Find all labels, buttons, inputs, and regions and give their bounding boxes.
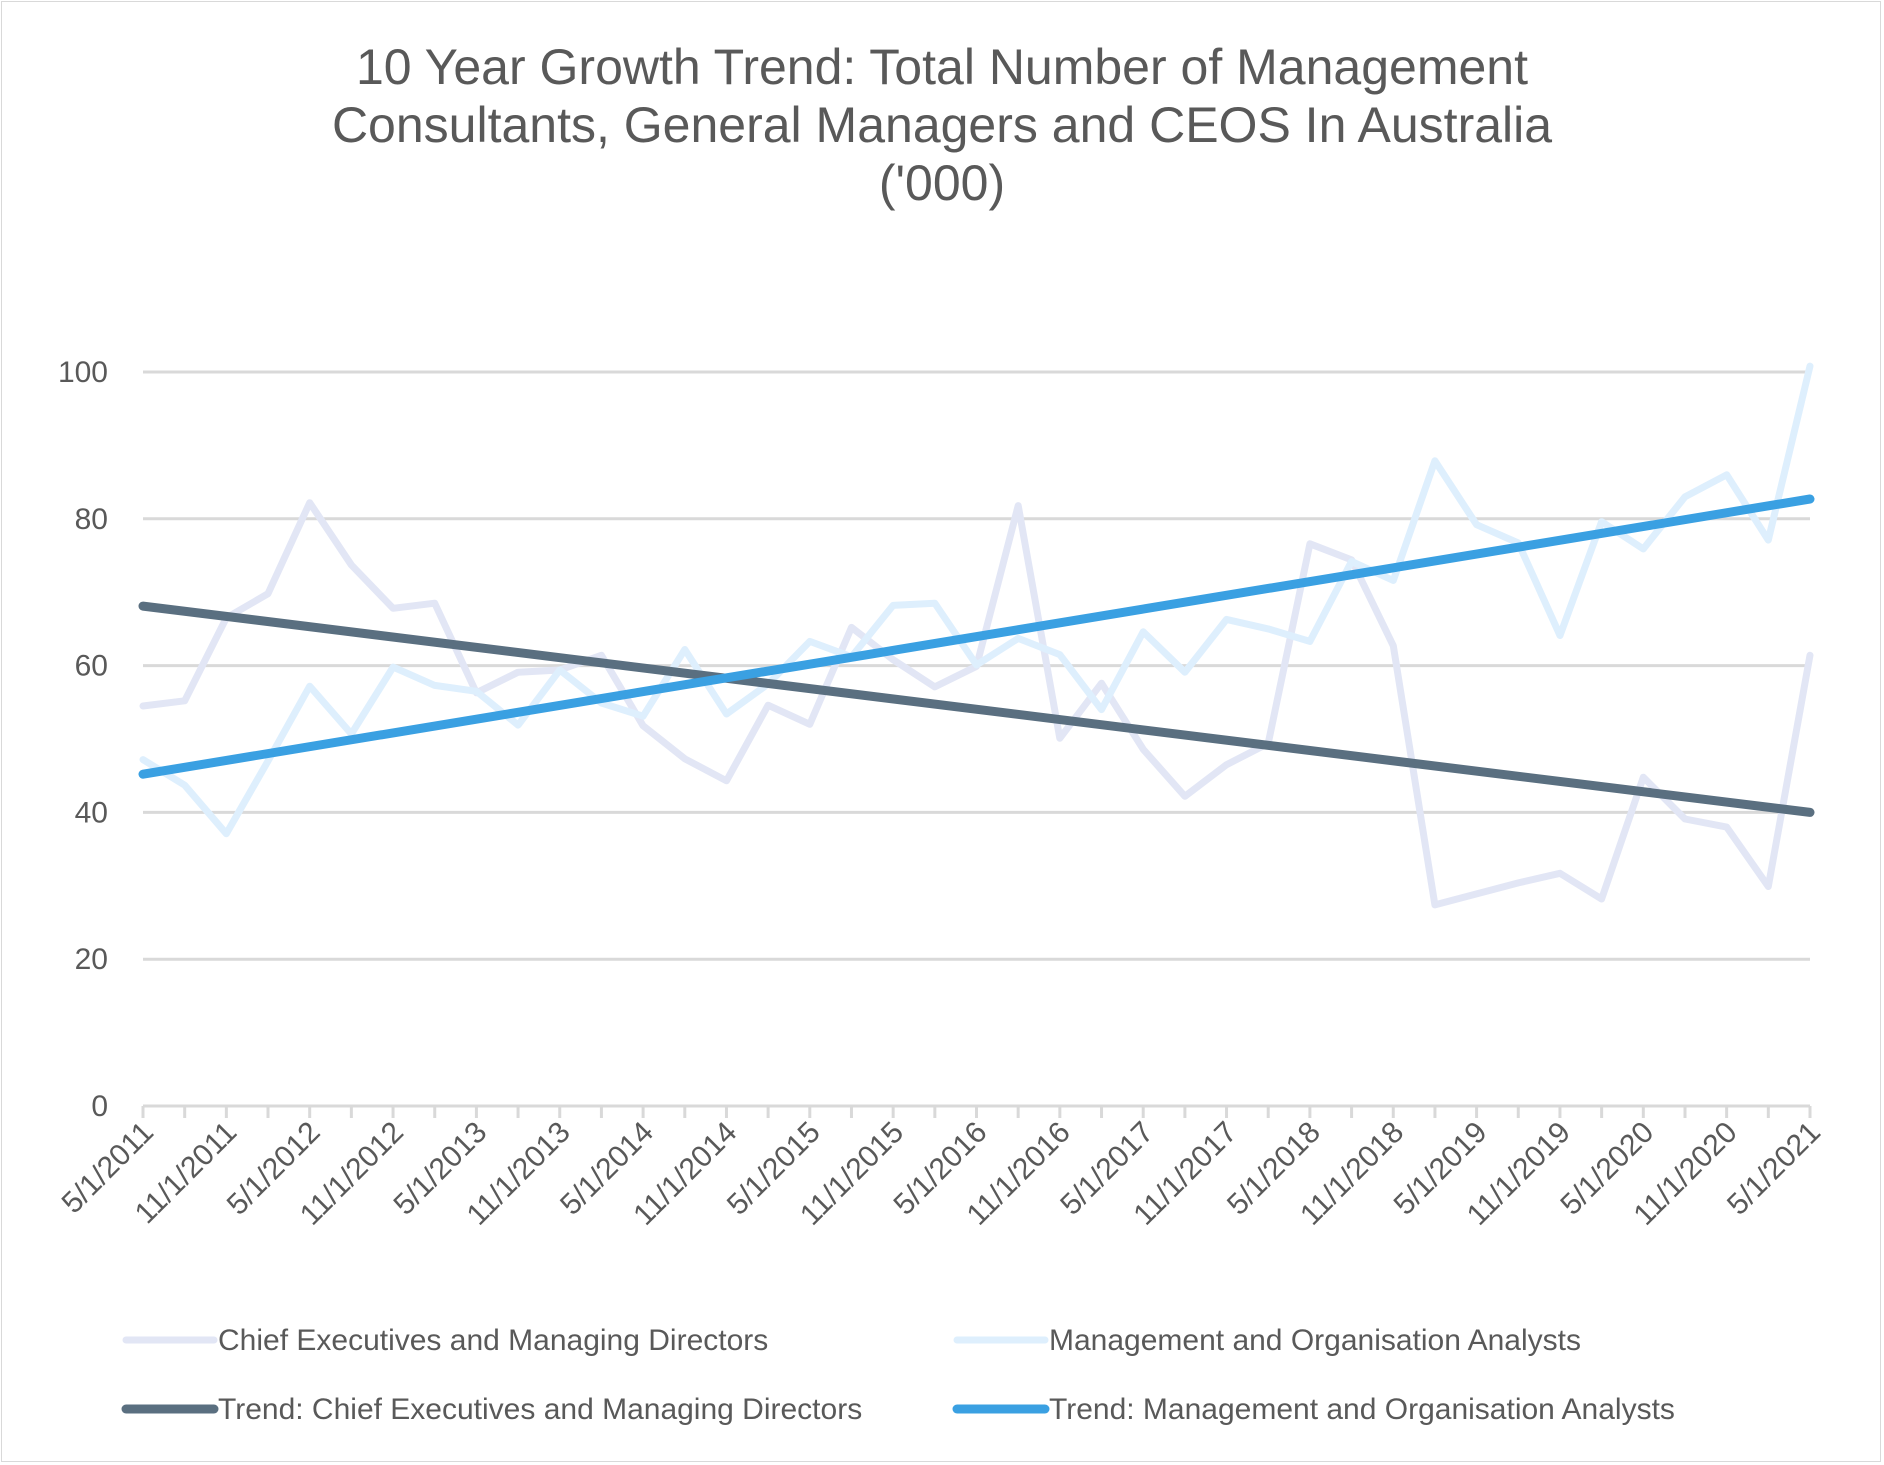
series-line-4: [138, 494, 1815, 779]
chart-title-line-1: 10 Year Growth Trend: Total Number of Ma…: [356, 39, 1528, 95]
legend-item-1: Chief Executives and Managing Directors: [122, 1324, 768, 1357]
x-tick-label: 5/1/2021: [1721, 1116, 1827, 1222]
y-tick-label: 60: [75, 650, 108, 683]
y-tick-label: 40: [75, 796, 108, 829]
legend-label: Management and Organisation Analysts: [1049, 1324, 1581, 1357]
series-line-1: [139, 499, 1814, 909]
y-tick-label: 80: [75, 503, 108, 536]
series-lines: [138, 362, 1815, 909]
legend-item-2: Management and Organisation Analysts: [953, 1324, 1581, 1357]
y-tick-label: 20: [75, 943, 108, 976]
series-line-3: [138, 601, 1815, 817]
legend-label: Trend: Chief Executives and Managing Dir…: [218, 1393, 862, 1426]
y-tick-label: 0: [91, 1090, 108, 1123]
y-tick-label: 100: [58, 356, 108, 389]
chart-title-line-3: ('000): [878, 155, 1006, 211]
legend: Chief Executives and Managing Directors M…: [121, 1324, 1675, 1426]
chart-title-line-2: Consultants, General Managers and CEOS I…: [331, 97, 1553, 153]
legend-item-3: Trend: Chief Executives and Managing Dir…: [121, 1393, 862, 1426]
x-axis: 5/1/201111/1/20115/1/201211/1/20125/1/20…: [56, 1106, 1827, 1232]
legend-label: Trend: Management and Organisation Analy…: [1049, 1393, 1675, 1426]
chart-title: 10 Year Growth Trend: Total Number of Ma…: [0, 38, 1884, 212]
y-axis: 0 20 40 60 80 100: [58, 356, 108, 1123]
gridlines: [143, 370, 1810, 1108]
legend-item-4: Trend: Management and Organisation Analy…: [952, 1393, 1675, 1426]
series-line-2: [139, 362, 1814, 838]
legend-label: Chief Executives and Managing Directors: [218, 1324, 768, 1357]
